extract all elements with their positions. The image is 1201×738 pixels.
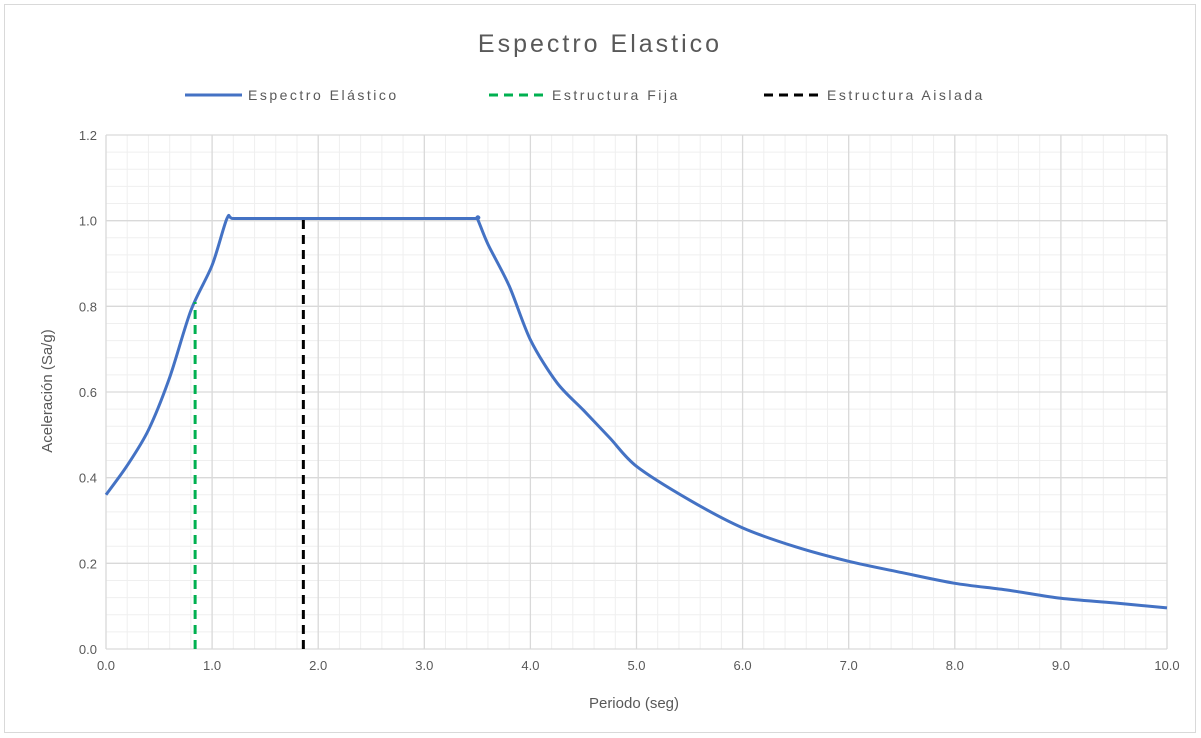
y-tick-label: 1.0 — [79, 214, 97, 229]
x-tick-label: 2.0 — [309, 658, 327, 673]
x-tick-label: 3.0 — [415, 658, 433, 673]
series-layer — [104, 213, 1168, 649]
x-tick-label: 10.0 — [1154, 658, 1179, 673]
y-tick-label: 0.6 — [79, 385, 97, 400]
spectrum-line — [104, 213, 1168, 610]
x-tick-label: 1.0 — [203, 658, 221, 673]
legend-item-espectro: Espectro Elástico — [185, 87, 399, 103]
grid — [105, 134, 1168, 650]
y-axis-title: Aceleración (Sa/g) — [39, 329, 56, 452]
legend-item-fija: Estructura Fija — [489, 87, 680, 103]
chart-title: Espectro Elastico — [478, 30, 722, 58]
x-tick-label: 0.0 — [97, 658, 115, 673]
x-tick-label: 5.0 — [627, 658, 645, 673]
x-tick-label: 8.0 — [946, 658, 964, 673]
legend-label-fija: Estructura Fija — [552, 87, 680, 103]
y-tick-label: 1.2 — [79, 128, 97, 143]
x-axis-title: Periodo (seg) — [589, 695, 679, 712]
legend-label-espectro: Espectro Elástico — [248, 87, 399, 103]
legend-label-aislada: Estructura Aislada — [827, 87, 985, 103]
x-tick-label: 4.0 — [521, 658, 539, 673]
tick-labels: 0.0 1.0 2.0 3.0 4.0 5.0 6.0 7.0 8.0 9.0 10.0 0.0 0.2… — [79, 128, 1180, 673]
y-tick-label: 0.4 — [79, 471, 97, 486]
y-tick-label: 0.0 — [79, 642, 97, 657]
y-tick-label: 0.2 — [79, 556, 97, 571]
x-tick-label: 6.0 — [734, 658, 752, 673]
x-tick-label: 9.0 — [1052, 658, 1070, 673]
legend-item-aislada: Estructura Aislada — [764, 87, 985, 103]
x-tick-label: 7.0 — [840, 658, 858, 673]
legend: Espectro Elástico Estructura Fija Estruc… — [185, 87, 985, 103]
y-tick-label: 0.8 — [79, 299, 97, 314]
